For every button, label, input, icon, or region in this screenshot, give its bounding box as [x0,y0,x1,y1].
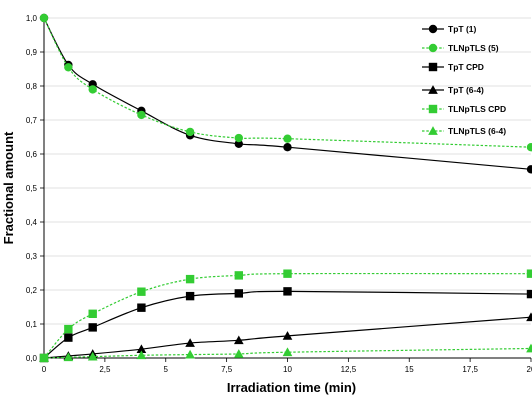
data-point-marker [233,335,244,345]
data-point-marker [282,331,293,340]
data-point-marker [88,323,97,332]
data-point-marker [137,110,146,120]
legend-label: TpT CPD [448,62,484,72]
data-point-marker [234,271,243,280]
data-point-marker [185,349,195,359]
y-tick-label: 0,1 [26,320,38,329]
legend-item: TpT (6-4) [422,85,484,95]
series [39,343,532,362]
data-point-marker [185,291,195,301]
data-point-marker [185,274,195,284]
legend-item: TpT (1) [422,24,476,34]
data-point-marker [234,139,243,148]
data-point-marker [282,347,293,357]
legend-label: TpT (1) [448,24,476,34]
data-point-marker [233,349,244,358]
data-point-marker [87,351,98,361]
y-tick-label: 0,5 [26,184,38,193]
legend-swatch-marker [428,24,438,34]
series-group [39,13,532,363]
data-point-marker [526,312,532,322]
y-tick-label: 0,6 [26,150,38,159]
series-line [43,347,532,359]
legend-label: TLNpTLS (6-4) [448,126,506,136]
data-point-marker [64,333,73,342]
x-axis-title: Irradiation time (min) [227,380,356,395]
data-point-marker [63,352,74,362]
y-tick-label: 0,3 [26,252,38,261]
legend-swatch-marker [428,126,438,135]
x-tick-labels: 0 2,5 5 7,5 10 12,5 15 17,5 20 [42,365,532,374]
x-tick-label: 7,5 [221,365,233,374]
data-point-marker [64,324,73,334]
data-point-marker [234,133,243,143]
legend-label: TLNpTLS (5) [448,43,499,53]
legend-swatch-marker [428,85,438,94]
legend-swatch-marker [428,62,438,72]
data-point-marker [283,269,292,278]
legend-label: TLNpTLS CPD [448,104,506,114]
data-point-marker [88,85,97,94]
data-point-marker [185,127,195,137]
y-tick-label: 0,0 [26,354,38,363]
legend-swatch-marker [428,43,438,53]
data-point-marker [526,143,532,152]
legend-item: TpT CPD [422,62,484,72]
x-tick-label: 12,5 [341,365,357,374]
x-tick-label: 20 [527,365,532,374]
y-tick-label: 0,8 [26,82,38,91]
legend-label: TpT (6-4) [448,85,484,95]
data-point-marker [136,350,147,360]
data-point-marker [283,134,292,143]
legend: TpT (1) TLNpTLS (5) TpT CPD TpT (6-4) TLNpTL… [422,24,506,136]
data-point-marker [88,309,97,318]
y-tick-label: 0,7 [26,116,38,125]
legend-item: TLNpTLS CPD [422,104,506,114]
data-point-marker [283,143,292,152]
x-tick-label: 10 [283,365,292,374]
x-tick-label: 17,5 [462,365,478,374]
series [39,13,532,152]
series [39,269,532,363]
axes [40,17,532,362]
legend-item: TLNpTLS (5) [422,43,499,53]
y-tick-label: 0,9 [26,48,38,57]
data-point-marker [526,289,532,299]
data-point-marker [136,344,147,354]
legend-swatch-marker [428,104,438,114]
data-point-marker [526,269,532,278]
data-point-marker [39,353,49,362]
data-point-marker [234,289,243,298]
y-gridlines [44,17,531,325]
data-point-marker [64,63,73,72]
y-tick-labels: 0,0 0,1 0,2 0,3 0,4 0,5 0,6 0,7 0,8 0,9 1,0 [26,14,38,363]
data-point-marker [283,287,292,296]
data-point-marker [39,13,49,23]
y-tick-label: 1,0 [26,14,38,23]
data-point-marker [526,343,532,353]
data-point-marker [137,287,146,296]
x-tick-label: 2,5 [99,365,111,374]
data-point-marker [137,303,146,312]
x-tick-label: 0 [42,365,47,374]
legend-item: TLNpTLS (6-4) [422,126,506,136]
y-tick-label: 0,2 [26,286,38,295]
x-tick-label: 5 [164,365,169,374]
series-line [43,272,532,359]
data-point-marker [526,165,532,174]
y-tick-label: 0,4 [26,218,38,227]
data-point-marker [185,338,195,347]
x-tick-label: 15 [405,365,414,374]
y-axis-title: Fractional amount [1,131,16,244]
